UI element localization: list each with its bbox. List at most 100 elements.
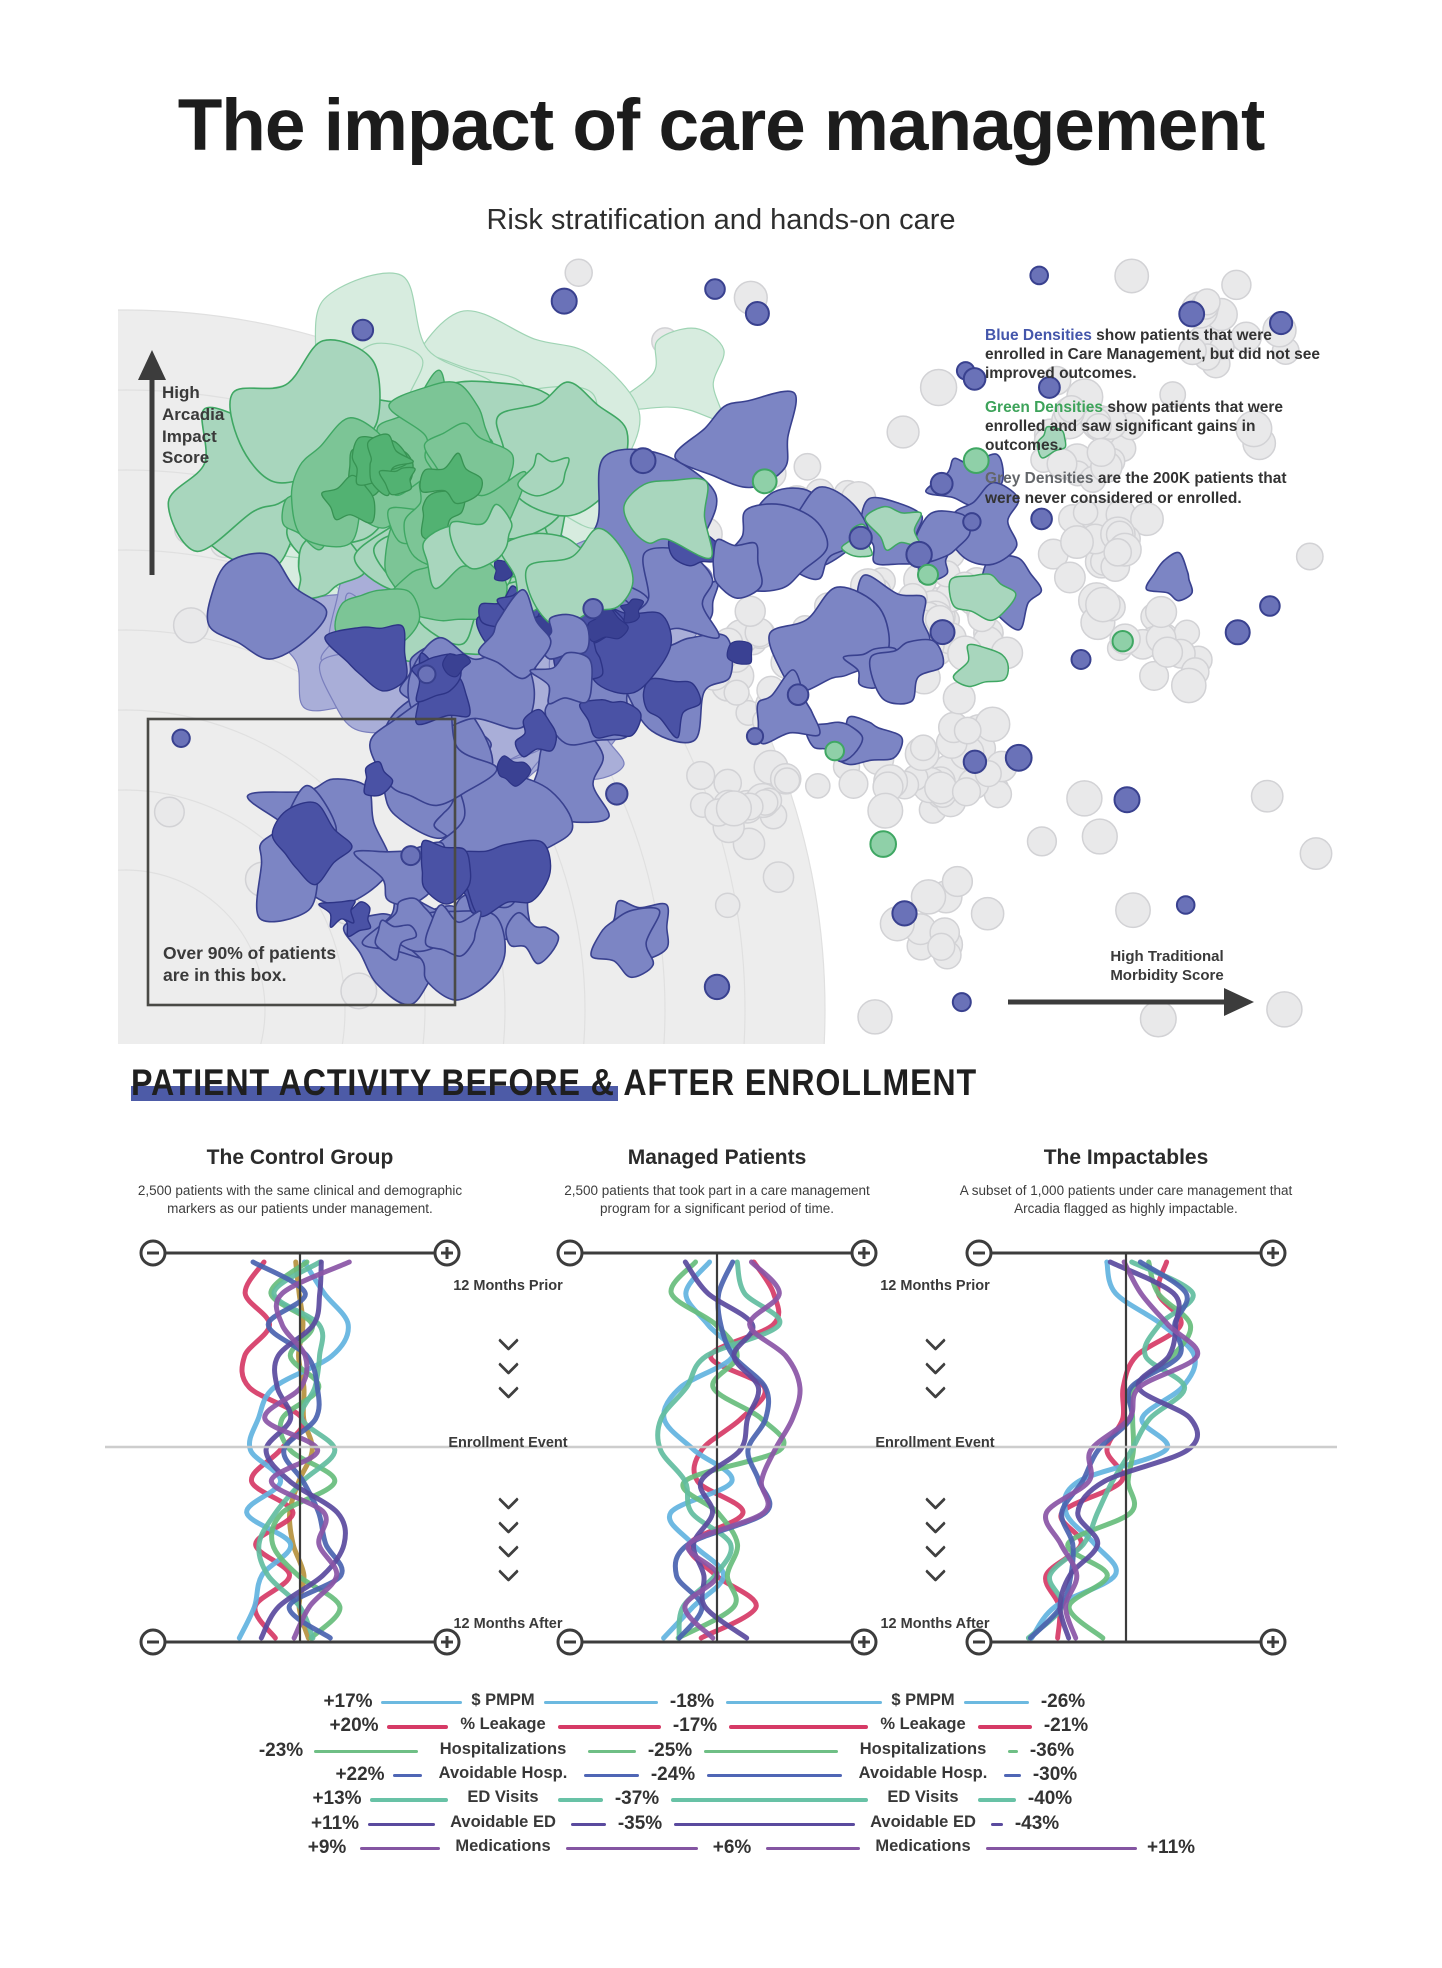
- grey-dot: [910, 879, 947, 915]
- metric-line: [393, 1773, 422, 1778]
- blue-dot: [1175, 895, 1196, 915]
- squiggle-line: [258, 1259, 348, 1641]
- column-desc-control: 2,500 patients with the same clinical an…: [137, 1183, 463, 1216]
- grey-dot: [1144, 595, 1178, 629]
- green-dot: [962, 447, 990, 475]
- chevron-down-icon: [497, 1488, 519, 1511]
- blue-dot: [1224, 619, 1251, 646]
- blue-density-dark: [578, 699, 642, 739]
- metric-line: [387, 1725, 449, 1729]
- metric-label: $ PMPM: [471, 1691, 535, 1709]
- blue-dot: [1259, 595, 1281, 617]
- page-subtitle: Risk stratification and hands-on care: [486, 204, 956, 236]
- metrics-comparison: +17% $ PMPM -18% $ PMPM -26% +20% % Leakage -17…: [0, 1691, 1442, 1876]
- green-dot: [751, 468, 778, 495]
- grey-dot: [970, 896, 1005, 931]
- metric-line: [729, 1725, 869, 1729]
- blue-density: [374, 919, 418, 961]
- blue-dot: [962, 367, 987, 391]
- blue-dot: [1030, 507, 1053, 531]
- spacer: [433, 1405, 583, 1435]
- prior-label: 12 Months Prior: [880, 1278, 990, 1294]
- blue-dot: [786, 683, 810, 707]
- green-density-layer: [840, 425, 1067, 688]
- metric-value-impactables: -40%: [1027, 1788, 1073, 1810]
- spacer: [433, 1588, 583, 1616]
- blue-density-layer: [374, 897, 670, 979]
- metric-label: Medications: [875, 1836, 971, 1855]
- green-density: [952, 643, 1010, 688]
- spacer: [433, 1294, 583, 1324]
- blue-dot: [905, 540, 933, 569]
- metric-label: Hospitalizations: [859, 1739, 987, 1758]
- grey-dot: [1060, 525, 1094, 560]
- legend-entry-grey: Grey Densities are the 200K patients tha…: [985, 470, 1287, 507]
- spacer: [860, 1451, 1010, 1483]
- blue-density: [505, 911, 560, 965]
- squiggle-line: [1025, 1259, 1196, 1641]
- grey-dot: [1057, 394, 1086, 424]
- metric-line: [986, 1846, 1137, 1851]
- density-plot: [118, 258, 1333, 1044]
- metric-label: Avoidable Hosp.: [438, 1763, 568, 1782]
- blue-density-dark: [514, 708, 558, 758]
- metric-value-control: +13%: [312, 1788, 362, 1810]
- blue-dot: [1178, 300, 1206, 328]
- blue-density: [424, 903, 482, 957]
- box-annotation: Over 90% of patients are in this box.: [163, 943, 337, 986]
- metric-line: [1008, 1749, 1018, 1753]
- column-desc-managed: 2,500 patients that took part in a care …: [564, 1183, 870, 1216]
- blue-dot: [400, 845, 422, 867]
- after-label: 12 Months After: [453, 1616, 563, 1632]
- green-density-dark-layer: [321, 433, 483, 542]
- metric-line: [588, 1749, 636, 1753]
- grey-dot: [886, 415, 920, 449]
- metric-line: [704, 1749, 838, 1753]
- green-dot: [869, 830, 898, 858]
- metric-line: [570, 1822, 606, 1826]
- grey-dot: [734, 595, 766, 627]
- column-title-managed: Managed Patients: [627, 1146, 807, 1169]
- grey-dot: [1053, 561, 1086, 594]
- grey-dot: [1072, 499, 1099, 526]
- blue-density: [1145, 551, 1194, 602]
- metric-line: [964, 1701, 1029, 1705]
- chevron-down-icon: [497, 1560, 519, 1583]
- grey-dot: [1114, 258, 1150, 294]
- blue-dot: [1113, 786, 1141, 814]
- metric-label: Avoidable Hosp.: [858, 1763, 988, 1782]
- metric-line: [977, 1725, 1032, 1729]
- green-density-dark: [419, 452, 483, 505]
- spacer: [860, 1294, 1010, 1324]
- green-density: [517, 452, 570, 497]
- metric-label: ED Visits: [467, 1788, 539, 1807]
- grey-dot: [340, 972, 378, 1010]
- squiggle-line: [236, 1259, 351, 1641]
- blue-dot: [848, 525, 873, 550]
- grey-dot: [857, 999, 893, 1035]
- grey-dot: [1085, 586, 1121, 623]
- squiggle-chart-2: [556, 1239, 878, 1656]
- grey-dot: [867, 792, 904, 829]
- chevron-down-icon: [924, 1512, 946, 1535]
- grey-dot: [1159, 381, 1187, 409]
- squiggle-line: [262, 1259, 352, 1641]
- blue-density-navy: [496, 755, 532, 787]
- metric-value-control: -23%: [258, 1739, 304, 1761]
- grey-dot: [927, 932, 956, 961]
- squiggle-line: [668, 1259, 787, 1641]
- grey-dot: [1086, 437, 1116, 468]
- metric-label: $ PMPM: [891, 1691, 955, 1709]
- grey-dot: [1066, 780, 1103, 817]
- blue-dot: [1038, 376, 1061, 399]
- metric-value-impactables: -30%: [1032, 1763, 1078, 1785]
- grey-dot: [715, 790, 753, 827]
- blue-density-dark: [318, 899, 356, 928]
- chevron-down-icon: [924, 1353, 946, 1376]
- grey-dot: [909, 734, 937, 762]
- blue-density: [868, 638, 945, 705]
- grey-dot: [1115, 892, 1151, 929]
- blue-dot: [951, 992, 972, 1013]
- blue-dot: [1029, 265, 1049, 286]
